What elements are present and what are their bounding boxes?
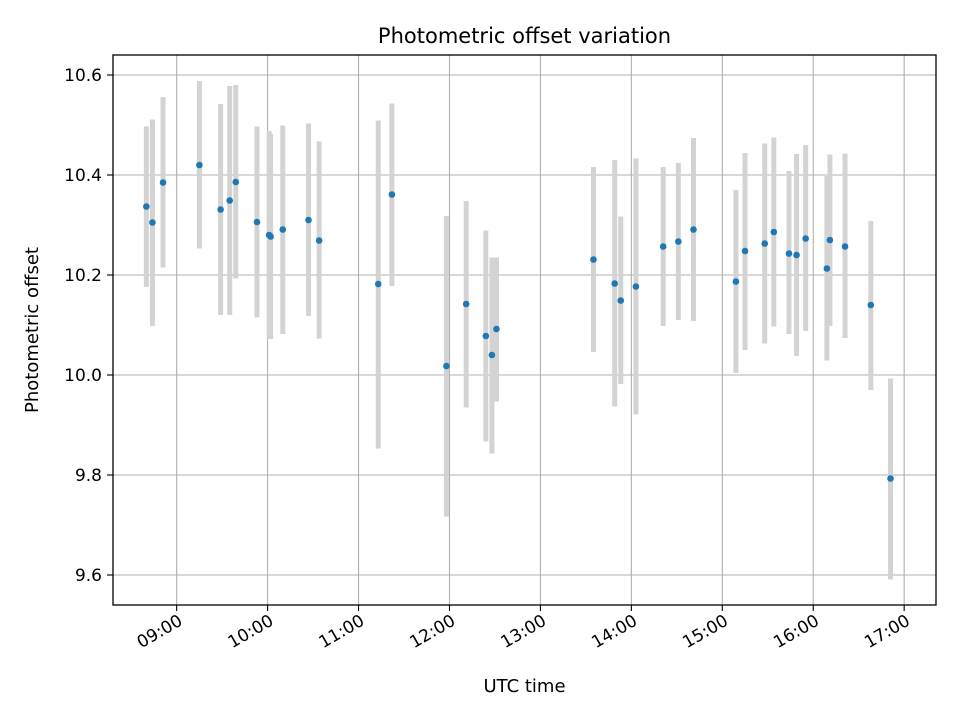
data-point [315, 237, 323, 244]
data-point [267, 233, 274, 240]
data-point [690, 226, 697, 233]
data-point [841, 243, 849, 250]
y-tick-label: 10.2 [64, 266, 102, 286]
data-point [279, 226, 287, 233]
y-tick-label: 10.0 [64, 366, 102, 386]
data-point [196, 161, 203, 169]
data-point [143, 203, 150, 210]
data-point [823, 265, 831, 272]
data-point [388, 191, 396, 198]
data-point [488, 351, 496, 359]
data-point [443, 362, 450, 370]
data-point [761, 240, 769, 247]
data-point [493, 325, 500, 333]
data-point [770, 228, 778, 236]
data-point [374, 280, 382, 288]
y-tick-label: 9.6 [75, 566, 102, 586]
data-point [867, 301, 875, 309]
data-point [659, 243, 667, 250]
data-point [462, 300, 470, 308]
chart-title: Photometric offset variation [378, 24, 671, 48]
data-points [143, 161, 894, 482]
data-point [226, 197, 234, 204]
data-point [732, 278, 740, 285]
data-point [826, 236, 834, 244]
data-point [793, 251, 800, 259]
data-point [253, 218, 261, 226]
data-point [617, 297, 625, 304]
data-point [482, 332, 490, 340]
y-tick-label: 10.4 [64, 166, 102, 186]
x-axis-label: UTC time [483, 676, 565, 697]
y-tick-label: 9.8 [75, 466, 102, 486]
plot-frame [112, 54, 937, 606]
data-point [741, 247, 749, 255]
data-point [305, 216, 312, 224]
data-point [217, 206, 224, 213]
data-point [149, 219, 156, 226]
data-point [611, 280, 618, 287]
y-axis: 9.6 9.8 10.0 10.2 10.4 10.6 [64, 66, 113, 586]
data-point [887, 475, 894, 482]
y-axis-label: Photometric offset [22, 247, 43, 413]
data-point [159, 179, 167, 186]
data-point [802, 235, 809, 242]
data-point [785, 250, 793, 257]
data-point [675, 238, 682, 245]
data-point [590, 256, 597, 263]
data-point [632, 283, 640, 290]
y-tick-label: 10.6 [64, 66, 102, 86]
data-point [232, 178, 240, 186]
